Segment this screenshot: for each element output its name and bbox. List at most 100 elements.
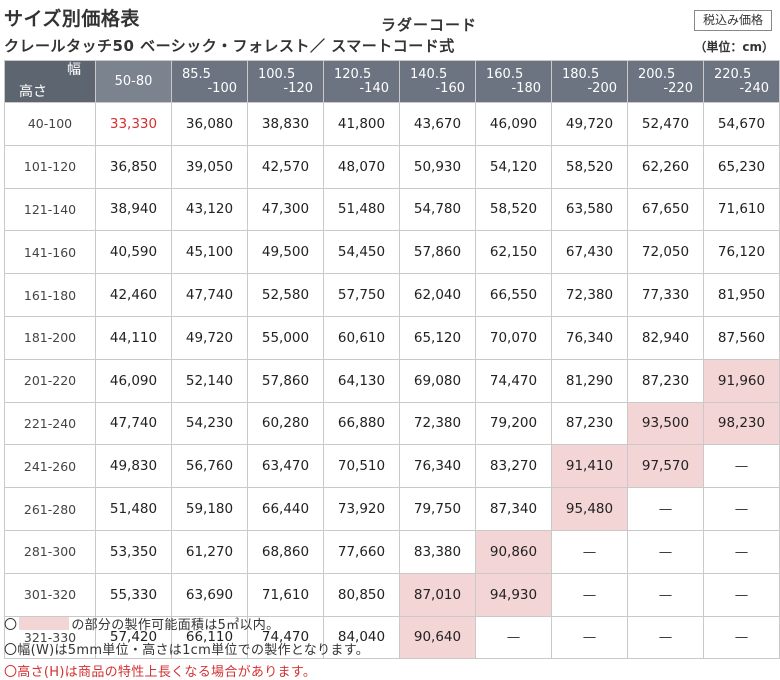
table-row: 40-100 33,330 36,080 38,830 41,800 43,670 46,0… [4,102,780,146]
width-header-line2: -140 [359,80,389,96]
price-cell: 54,120 [475,144,552,189]
price-cell: 65,120 [399,315,476,360]
price-cell: 67,430 [551,230,628,275]
price-cell: 82,940 [627,315,704,360]
width-header-line1: 220.5 [714,66,752,82]
note-area-limit-mark: 〇 [4,618,18,633]
price-cell: 81,290 [551,358,628,403]
width-header-line1: 160.5 [486,66,524,82]
price-cell: 66,550 [475,273,552,317]
price-cell: 42,460 [95,273,172,317]
price-cell: 63,470 [247,444,324,489]
corner-width-label: 幅 [67,62,81,78]
width-header-7: 200.5 -220 [627,60,704,103]
price-cell: 45,100 [171,230,248,275]
price-cell: 44,110 [95,315,172,360]
table-row: 161-180 42,460 47,740 52,580 57,750 62,040 66,… [4,273,780,317]
price-cell: 62,040 [399,273,476,317]
price-cell: 49,500 [247,230,324,275]
price-cell: 71,610 [703,187,780,232]
price-cell: 51,480 [95,487,172,531]
table-row: 261-280 51,480 59,180 66,440 73,920 79,750 87,… [4,487,780,531]
price-cell: — [551,529,628,574]
corner-height-label: 高さ [19,84,47,100]
price-cell: — [703,487,780,531]
unit-label: （単位：cm） [694,40,774,54]
table-row: 301-320 55,330 63,690 71,610 80,850 87,010 94,… [4,572,780,617]
row-height-label: 181-200 [4,315,96,360]
price-cell: 90,860 [475,529,552,574]
price-table: 幅 高さ 50-80 85.5 -100 100.5 -120 120.5 -140 140.… [4,60,780,660]
price-cell: 67,650 [627,187,704,232]
price-cell: 63,580 [551,187,628,232]
width-header-line1: 200.5 [638,66,676,82]
product-subtitle: クレールタッチ50 ベーシック・フォレスト／ スマートコード式 [4,37,455,55]
price-cell: 73,920 [323,487,400,531]
price-cell: 46,090 [95,358,172,403]
price-cell: 91,410 [551,444,628,489]
price-cell: 54,670 [703,102,780,146]
price-cell: 59,180 [171,487,248,531]
price-cell: 41,800 [323,102,400,146]
price-cell: 42,570 [247,144,324,189]
row-height-label: 101-120 [4,144,96,189]
price-cell: 57,750 [323,273,400,317]
width-header-line2: -180 [511,80,541,96]
price-cell: 33,330 [95,102,172,146]
table-row: 201-220 46,090 52,140 57,860 64,130 69,080 74,… [4,358,780,403]
price-cell: 72,050 [627,230,704,275]
price-cell: 76,340 [551,315,628,360]
width-header-line1: 85.5 [182,66,211,82]
row-height-label: 221-240 [4,401,96,446]
row-height-label: 301-320 [4,572,96,617]
price-cell: 51,480 [323,187,400,232]
price-cell: 49,720 [171,315,248,360]
price-cell: 54,450 [323,230,400,275]
width-header-line1: 50-80 [114,73,153,89]
table-row: 121-140 38,940 43,120 47,300 51,480 54,780 58,… [4,187,780,232]
price-cell: 95,480 [551,487,628,531]
price-cell: 91,960 [703,358,780,403]
price-cell: 53,350 [95,529,172,574]
price-cell: 74,470 [247,615,324,660]
width-header-line2: -220 [663,80,693,96]
highlight-legend-swatch [19,617,70,630]
price-cell: — [551,615,628,660]
price-cell: 72,380 [551,273,628,317]
price-cell: 52,580 [247,273,324,317]
row-height-label: 281-300 [4,529,96,574]
table-header-row: 幅 高さ 50-80 85.5 -100 100.5 -120 120.5 -140 140.… [4,60,780,103]
row-height-label: 261-280 [4,487,96,531]
price-cell: 64,130 [323,358,400,403]
price-cell: 48,070 [323,144,400,189]
price-cell: 58,520 [551,144,628,189]
width-header-6: 180.5 -200 [551,60,628,103]
table-row: 241-260 49,830 56,760 63,470 70,510 76,340 83,… [4,444,780,489]
price-cell: 43,670 [399,102,476,146]
price-cell: 68,860 [247,529,324,574]
width-header-3: 120.5 -140 [323,60,400,103]
row-height-label: 201-220 [4,358,96,403]
price-cell: 49,830 [95,444,172,489]
price-cell: 76,120 [703,230,780,275]
price-cell: 98,230 [703,401,780,446]
price-cell: 60,610 [323,315,400,360]
price-cell: 77,660 [323,529,400,574]
note-area-limit-text: の部分の製作可能面積は5㎡以内。 [71,618,280,633]
price-cell: — [703,529,780,574]
price-cell: 58,520 [475,187,552,232]
price-cell: 54,230 [171,401,248,446]
width-header-line1: 140.5 [410,66,448,82]
price-cell: 74,470 [475,358,552,403]
width-header-0: 50-80 [95,60,172,103]
price-cell: 52,470 [627,102,704,146]
tax-included-badge: 税込み価格 [694,10,772,31]
note-production-units: 〇幅(W)は5mm単位・高さは1cm単位での製作となります。 [4,643,369,658]
price-cell: 36,080 [171,102,248,146]
price-cell: 97,570 [627,444,704,489]
price-cell: 62,260 [627,144,704,189]
price-cell: — [627,487,704,531]
price-cell: 66,880 [323,401,400,446]
width-header-1: 85.5 -100 [171,60,248,103]
price-cell: — [551,572,628,617]
